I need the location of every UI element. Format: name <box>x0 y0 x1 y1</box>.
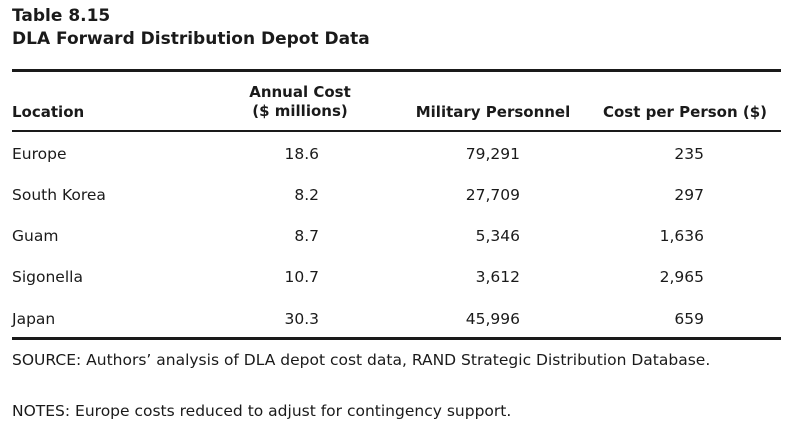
cell-military-personnel: 5,346 <box>476 225 520 247</box>
table-row: Sigonella 10.7 3,612 2,965 <box>0 266 793 288</box>
cell-annual-cost: 8.7 <box>294 225 319 247</box>
header-location: Location <box>12 103 84 122</box>
cell-location: Europe <box>12 143 67 165</box>
table-caption: Table 8.15 DLA Forward Distribution Depo… <box>12 5 370 51</box>
bottom-rule <box>12 337 781 340</box>
source-note: SOURCE: Authors’ analysis of DLA depot c… <box>12 350 772 370</box>
cell-location: Japan <box>12 308 55 330</box>
notes-note: NOTES: Europe costs reduced to adjust fo… <box>12 401 772 421</box>
table-row: Japan 30.3 45,996 659 <box>0 308 793 330</box>
header-military-personnel: Military Personnel <box>410 103 576 122</box>
table-row: Europe 18.6 79,291 235 <box>0 143 793 165</box>
header-cost-per-person: Cost per Person ($) <box>600 103 770 122</box>
header-annual-cost-line1: Annual Cost <box>230 83 370 102</box>
header-annual-cost-line2: ($ millions) <box>230 102 370 121</box>
table-row: South Korea 8.2 27,709 297 <box>0 184 793 206</box>
cell-location: Sigonella <box>12 266 83 288</box>
table-title: DLA Forward Distribution Depot Data <box>12 28 370 51</box>
cell-annual-cost: 30.3 <box>284 308 319 330</box>
cell-location: Guam <box>12 225 58 247</box>
cell-location: South Korea <box>12 184 106 206</box>
cell-cost-per-person: 2,965 <box>660 266 704 288</box>
cell-cost-per-person: 235 <box>674 143 704 165</box>
cell-annual-cost: 18.6 <box>284 143 319 165</box>
cell-cost-per-person: 659 <box>674 308 704 330</box>
cell-cost-per-person: 1,636 <box>660 225 704 247</box>
cell-annual-cost: 10.7 <box>284 266 319 288</box>
cell-military-personnel: 79,291 <box>466 143 520 165</box>
top-rule <box>12 69 781 72</box>
cell-annual-cost: 8.2 <box>294 184 319 206</box>
cell-military-personnel: 27,709 <box>466 184 520 206</box>
cell-military-personnel: 3,612 <box>476 266 520 288</box>
header-annual-cost: Annual Cost ($ millions) <box>230 83 370 121</box>
header-rule <box>12 130 781 132</box>
table-number: Table 8.15 <box>12 5 370 28</box>
cell-cost-per-person: 297 <box>674 184 704 206</box>
table-row: Guam 8.7 5,346 1,636 <box>0 225 793 247</box>
cell-military-personnel: 45,996 <box>466 308 520 330</box>
